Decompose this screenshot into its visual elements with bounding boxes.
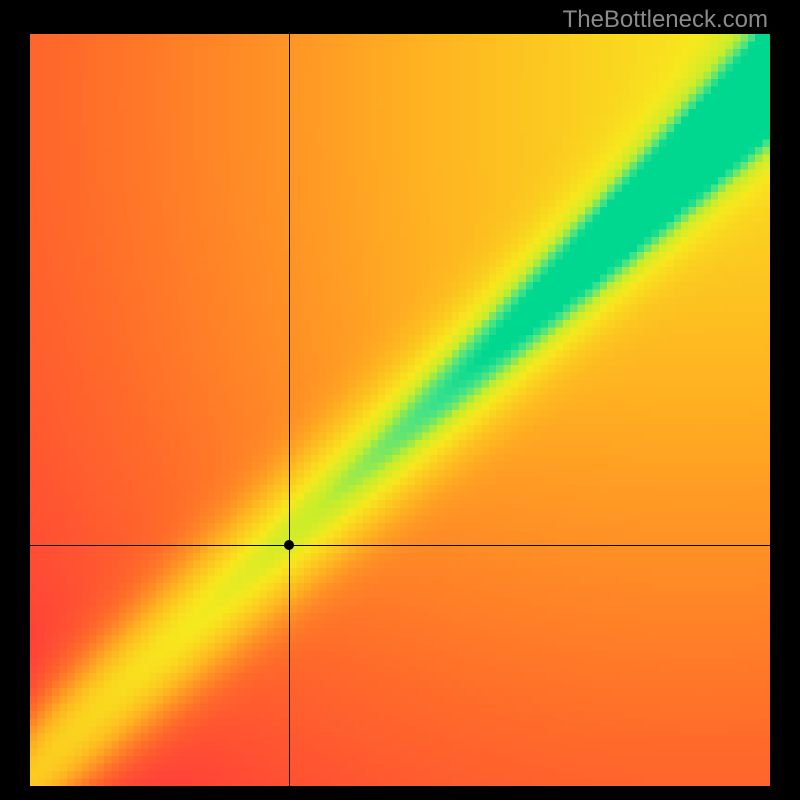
crosshair-horizontal-line [30,545,770,546]
x-axis-tick [289,786,290,794]
heatmap-canvas [30,34,770,786]
watermark-text: TheBottleneck.com [563,6,768,34]
heatmap-plot-area [30,34,770,786]
crosshair-vertical-line [289,34,290,786]
crosshair-marker-dot [284,540,294,550]
